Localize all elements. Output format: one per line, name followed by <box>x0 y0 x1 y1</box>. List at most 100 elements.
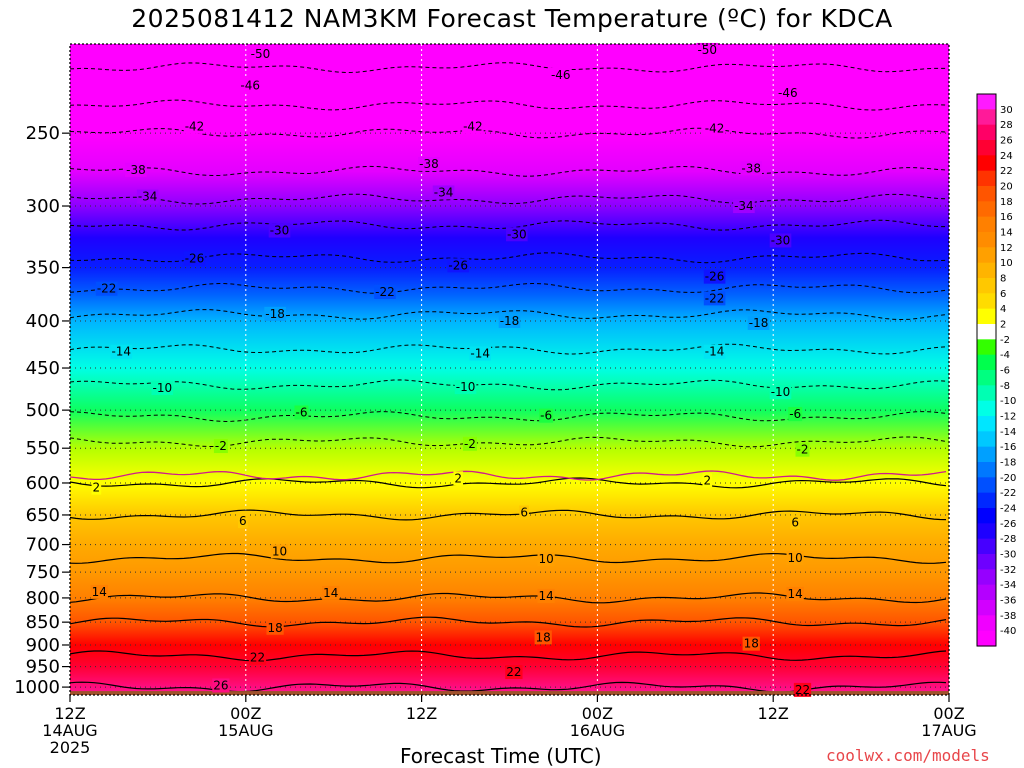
contour-label: -34 <box>434 185 454 199</box>
colorbar-label: -30 <box>1000 550 1016 561</box>
colorbar-label: 26 <box>1000 136 1013 147</box>
contour-label-bg <box>322 585 340 600</box>
colorbar-label: 16 <box>1000 212 1013 223</box>
contour-label-bg <box>268 223 291 238</box>
contour-label-bg <box>534 630 552 645</box>
contour-label-bg <box>125 162 147 177</box>
colorbar-swatch <box>977 186 996 202</box>
contour-label: 6 <box>520 505 528 519</box>
contour-label: -42 <box>463 120 483 134</box>
colorbar-label: 2 <box>1000 320 1006 331</box>
contour-label: -42 <box>185 120 205 134</box>
colorbar-swatch <box>977 630 996 647</box>
colorbar-label: -28 <box>1000 534 1016 545</box>
colorbar-swatch <box>977 446 996 463</box>
contour-label-bg <box>264 306 286 321</box>
contour-label-bg <box>703 269 726 284</box>
contour-label-bg <box>213 439 228 454</box>
y-tick-label: 950 <box>26 657 60 678</box>
plot-area <box>70 44 949 695</box>
page-title: 2025081412 NAM3KM Forecast Temperature (… <box>131 4 893 33</box>
colorbar-swatch <box>977 600 996 616</box>
contour-label-bg <box>519 505 529 520</box>
y-tick-label: 400 <box>26 311 60 332</box>
x-tick-label: 12Z <box>54 704 85 723</box>
contour-label-bg <box>453 471 464 486</box>
contour-label-bg <box>537 588 555 603</box>
colorbar-label: -12 <box>1000 412 1016 423</box>
colorbar-swatch <box>977 232 996 248</box>
contour-label: -18 <box>749 316 769 330</box>
colorbar-swatch <box>977 615 996 632</box>
colorbar-label: -4 <box>1000 350 1010 361</box>
colorbar-swatch <box>977 554 996 570</box>
y-tick-label: 800 <box>26 588 60 609</box>
contour-label: -22 <box>705 291 725 305</box>
colorbar-label: -6 <box>1000 366 1010 377</box>
contour-label: -18 <box>500 314 520 328</box>
colorbar-swatch <box>977 477 996 494</box>
contour-line <box>70 509 947 521</box>
temperature-field <box>70 44 949 695</box>
contour-label: -22 <box>375 285 395 299</box>
contour-label: -6 <box>540 409 552 423</box>
y-tick-label: 1000 <box>14 677 60 698</box>
colorbar-swatch <box>977 170 996 187</box>
contour-label-bg <box>702 473 713 488</box>
contour-label: -34 <box>734 199 754 213</box>
contour-label-bg <box>505 665 523 680</box>
y-tick-label: 700 <box>26 535 60 556</box>
contour-label-bg <box>432 185 455 200</box>
colorbar-swatch <box>977 416 996 432</box>
contour-label: 6 <box>791 515 799 529</box>
contour-label: -30 <box>771 233 791 247</box>
colorbar-label: 22 <box>1000 166 1013 177</box>
x-tick-label: 00Z <box>582 704 613 723</box>
contour-label-bg <box>270 544 289 559</box>
colorbar-label: -36 <box>1000 596 1016 607</box>
freezing-line <box>70 470 947 481</box>
contour-label: 22 <box>795 683 810 697</box>
contour-label-bg <box>742 636 760 651</box>
contour-label: 2 <box>93 481 101 495</box>
colorbar-label: 20 <box>1000 182 1013 193</box>
contour-label-bg <box>740 161 763 176</box>
y-tick-label: 350 <box>26 258 60 279</box>
contour-label-bg <box>733 199 755 214</box>
x-tick-label: 00Z <box>933 704 964 723</box>
contour-label: -30 <box>270 224 290 238</box>
contour-line <box>70 650 947 662</box>
x-tick-label: 15AUG <box>218 721 273 740</box>
colorbar-swatch <box>977 354 996 371</box>
colorbar-swatch <box>977 584 996 601</box>
contour-label: 2 <box>703 473 711 487</box>
credit-link[interactable]: coolwx.com/models <box>826 746 990 765</box>
colorbar-label: 28 <box>1000 120 1013 131</box>
contour-label-bg <box>238 514 248 529</box>
contour-label-bg <box>795 442 810 457</box>
colorbar-label: -16 <box>1000 442 1016 453</box>
contour-label-bg <box>91 480 102 495</box>
colorbar-swatch <box>977 462 996 478</box>
contour-label-bg <box>418 156 440 171</box>
colorbar-swatch <box>977 339 996 356</box>
contour-label-bg <box>212 678 230 693</box>
contour-label-bg <box>506 227 528 242</box>
contour-label-bg <box>90 584 108 599</box>
colorbar-swatch <box>977 370 996 386</box>
contour-label-bg <box>447 258 470 273</box>
colorbar-swatch <box>977 523 996 540</box>
contour-label: -26 <box>448 258 468 272</box>
contour-label-bg <box>703 344 726 359</box>
contour-label-bg <box>454 380 477 395</box>
contour-label: -50 <box>251 47 271 61</box>
colorbar-label: -20 <box>1000 473 1016 484</box>
contour-label-bg <box>793 682 812 697</box>
contour-label: -10 <box>456 380 476 394</box>
colorbar-label: 4 <box>1000 304 1006 315</box>
colorbar-swatch <box>977 109 996 126</box>
contour-label: -38 <box>419 157 439 171</box>
colorbar-swatch <box>977 308 996 325</box>
